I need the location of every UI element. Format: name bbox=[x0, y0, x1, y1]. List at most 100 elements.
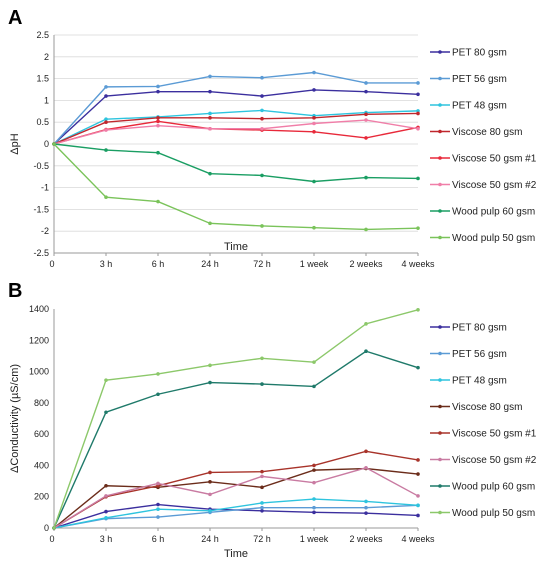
y-tick-label: -1.5 bbox=[33, 204, 49, 214]
data-point bbox=[260, 382, 264, 386]
legend-marker bbox=[438, 351, 442, 356]
data-point bbox=[156, 502, 160, 507]
panel-a-grid bbox=[54, 34, 418, 254]
y-tick-label: 1400 bbox=[29, 304, 49, 314]
data-point bbox=[156, 119, 160, 124]
x-tick-label: 72 h bbox=[253, 534, 271, 544]
legend-label: PET 56 gsm bbox=[452, 349, 507, 360]
x-tick-label: 24 h bbox=[201, 534, 219, 544]
data-point bbox=[312, 468, 316, 472]
x-tick-label: 4 weeks bbox=[401, 534, 435, 544]
legend-entry: Viscose 50 gsm #1 bbox=[430, 429, 537, 440]
series-viscose-50-gsm-1 bbox=[52, 119, 420, 146]
data-point bbox=[208, 380, 212, 385]
data-point bbox=[208, 89, 212, 94]
data-point bbox=[364, 89, 368, 94]
data-point bbox=[104, 483, 108, 488]
legend-label: Wood pulp 60 gsm bbox=[452, 482, 535, 493]
data-point bbox=[312, 510, 316, 515]
legend-marker bbox=[438, 76, 442, 81]
y-tick-label: -2 bbox=[41, 226, 49, 236]
series-wood-pulp-50-gsm bbox=[52, 307, 420, 530]
legend-marker bbox=[438, 404, 442, 409]
data-point bbox=[260, 501, 264, 505]
series-viscose-50-gsm-1 bbox=[52, 449, 420, 530]
panel-a-label: A bbox=[8, 7, 22, 29]
series-viscose-50-gsm-2 bbox=[52, 118, 420, 146]
data-point bbox=[208, 480, 212, 484]
legend-marker bbox=[438, 50, 442, 54]
data-point bbox=[416, 92, 420, 97]
data-point bbox=[416, 81, 420, 85]
y-tick-label: 0 bbox=[44, 523, 49, 533]
legend-label: Wood pulp 50 gsm bbox=[452, 508, 535, 519]
data-point bbox=[208, 171, 212, 176]
series-pet-56-gsm bbox=[52, 70, 420, 146]
data-point bbox=[208, 363, 212, 368]
y-tick-label: 0 bbox=[44, 139, 49, 149]
data-point bbox=[416, 472, 420, 476]
panel-b-legend: PET 80 gsm PET 56 gsm PET 48 gsm Viscose 80… bbox=[430, 323, 537, 519]
data-point bbox=[312, 179, 316, 184]
x-tick-label: 4 weeks bbox=[401, 259, 435, 269]
data-point bbox=[156, 481, 160, 486]
data-point bbox=[104, 148, 108, 152]
data-point bbox=[208, 221, 212, 226]
legend-entry: Wood pulp 60 gsm bbox=[430, 207, 535, 218]
data-point bbox=[156, 372, 160, 376]
panel-b-y-axis-title: ΔConductivity (µS/cm) bbox=[9, 364, 21, 473]
data-point bbox=[156, 150, 160, 155]
panel-a-y-axis-title: ΔpH bbox=[9, 133, 21, 154]
panel-a-series bbox=[52, 70, 420, 232]
series-line bbox=[53, 350, 419, 529]
data-point bbox=[416, 513, 420, 518]
data-point bbox=[104, 85, 108, 89]
y-tick-label: 2.5 bbox=[36, 30, 49, 40]
data-point bbox=[104, 509, 108, 514]
legend-label: Wood pulp 50 gsm bbox=[452, 233, 535, 244]
legend-entry: Wood pulp 50 gsm bbox=[430, 508, 535, 519]
data-point bbox=[416, 307, 420, 312]
data-point bbox=[104, 494, 108, 498]
series-line bbox=[53, 112, 419, 145]
legend-label: Wood pulp 60 gsm bbox=[452, 207, 535, 218]
data-point bbox=[260, 224, 264, 228]
legend-marker bbox=[438, 325, 442, 329]
data-point bbox=[416, 503, 420, 508]
data-point bbox=[52, 526, 56, 530]
data-point bbox=[312, 497, 316, 501]
series-viscose-80-gsm bbox=[52, 466, 420, 530]
series-line bbox=[53, 89, 419, 145]
data-point bbox=[208, 492, 212, 497]
series-line bbox=[53, 498, 419, 529]
data-point bbox=[364, 465, 368, 470]
y-tick-label: 1.5 bbox=[36, 74, 49, 84]
y-tick-label: 1 bbox=[44, 95, 49, 105]
legend-marker bbox=[438, 378, 442, 382]
panel-a-x-ticks: 0 3 h 6 h 24 h 72 h 1 week 2 weeks 4 weeks bbox=[49, 253, 435, 269]
series-line bbox=[53, 109, 419, 145]
series-line bbox=[53, 450, 419, 529]
data-point bbox=[312, 121, 316, 126]
x-tick-label: 72 h bbox=[253, 259, 271, 269]
data-point bbox=[364, 505, 368, 510]
legend-label: Viscose 50 gsm #2 bbox=[452, 455, 537, 466]
panel-a-chart: A ΔpH Time 2.521.510.50-0.5-1-1.5-2-2.5 … bbox=[8, 7, 537, 269]
data-point bbox=[260, 173, 264, 178]
series-line bbox=[53, 504, 419, 529]
legend-label: PET 80 gsm bbox=[452, 48, 507, 59]
panel-b-axes bbox=[53, 309, 418, 529]
data-point bbox=[260, 508, 264, 513]
data-point bbox=[208, 116, 212, 120]
panel-b-x-axis-title: Time bbox=[224, 548, 248, 560]
legend-entry: PET 48 gsm bbox=[430, 376, 507, 387]
y-tick-label: 2 bbox=[44, 52, 49, 62]
legend-label: Viscose 50 gsm #1 bbox=[452, 429, 537, 440]
data-point bbox=[416, 176, 420, 181]
series-line bbox=[53, 143, 419, 183]
data-point bbox=[364, 136, 368, 140]
panel-a-y-ticks: 2.5 2 1.5 1 0.5 0 -0.5 -1 -1.5 -2 -2.5 bbox=[33, 30, 49, 258]
data-point bbox=[364, 81, 368, 85]
x-tick-label: 2 weeks bbox=[349, 259, 383, 269]
legend-label: Viscose 50 gsm #2 bbox=[452, 180, 537, 191]
